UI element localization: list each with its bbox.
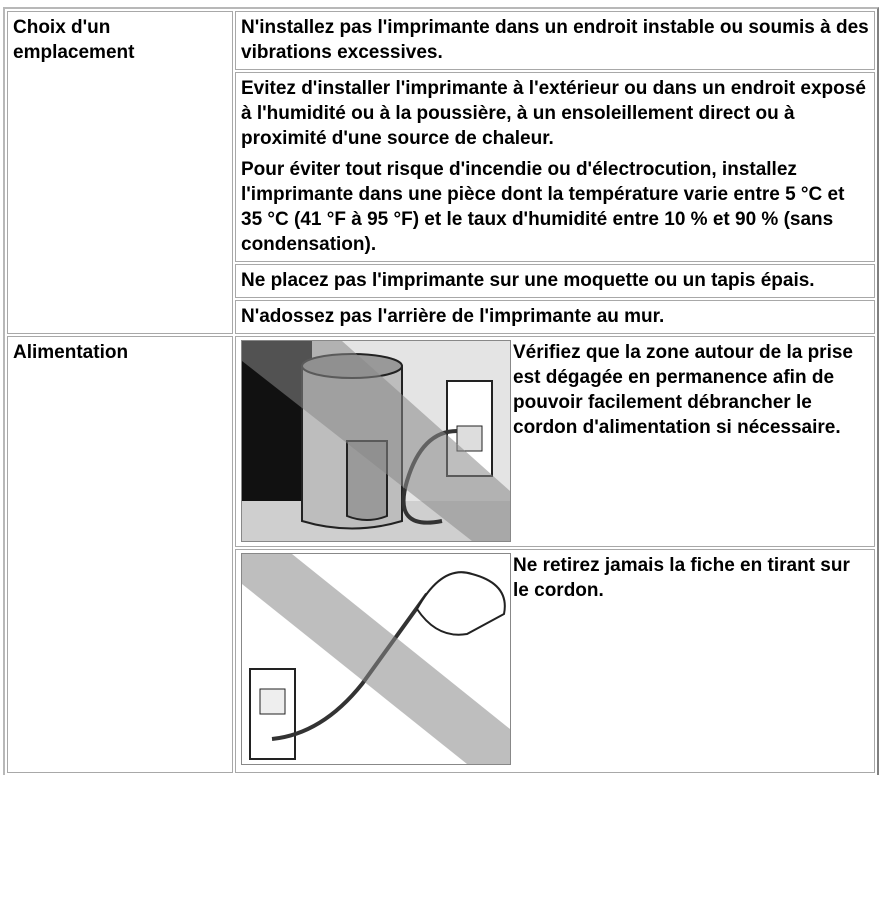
cell: N'installez pas l'imprimante dans un end… [235,11,875,70]
illustration-pull-cord [241,553,511,765]
cell: Evitez d'installer l'imprimante à l'exté… [235,72,875,262]
row: N'adossez pas l'arrière de l'imprimante … [7,300,875,334]
prohibition-band [242,554,510,764]
text: Ne placez pas l'imprimante sur une moque… [241,270,815,291]
text: Vérifiez que la zone autour de la prise … [513,342,853,438]
text: N'installez pas l'imprimante dans un end… [241,17,869,63]
socket [456,425,483,452]
cell: N'adossez pas l'arrière de l'imprimante … [235,300,875,334]
text: Ne retirez jamais la fiche en tirant sur… [513,555,850,601]
row: Ne placez pas l'imprimante sur une moque… [7,264,875,298]
hand [415,571,506,636]
cell: Ne retirez jamais la fiche en tirant sur… [235,549,875,773]
prohibition-band [242,341,510,541]
section-heading: Choix d'un emplacement [7,11,233,334]
cord [271,592,429,741]
row: Choix d'un emplacement N'installez pas l… [7,11,875,334]
row: Evitez d'installer l'imprimante à l'exté… [7,72,875,262]
socket [259,688,286,715]
text: Pour éviter tout risque d'incendie ou d'… [241,159,845,255]
safety-table: Choix d'un emplacement N'installez pas l… [3,7,879,775]
text: Evitez d'installer l'imprimante à l'exté… [241,78,866,149]
illustration-outlet-clear [241,340,511,542]
cell: Vérifiez que la zone autour de la prise … [235,336,875,547]
cell: Ne placez pas l'imprimante sur une moque… [235,264,875,298]
row: Alimentation Vérifiez que la zone autour… [7,336,875,773]
text: N'adossez pas l'arrière de l'imprimante … [241,306,665,327]
section-heading: Alimentation [7,336,233,773]
row: Ne retirez jamais la fiche en tirant sur… [7,549,875,773]
